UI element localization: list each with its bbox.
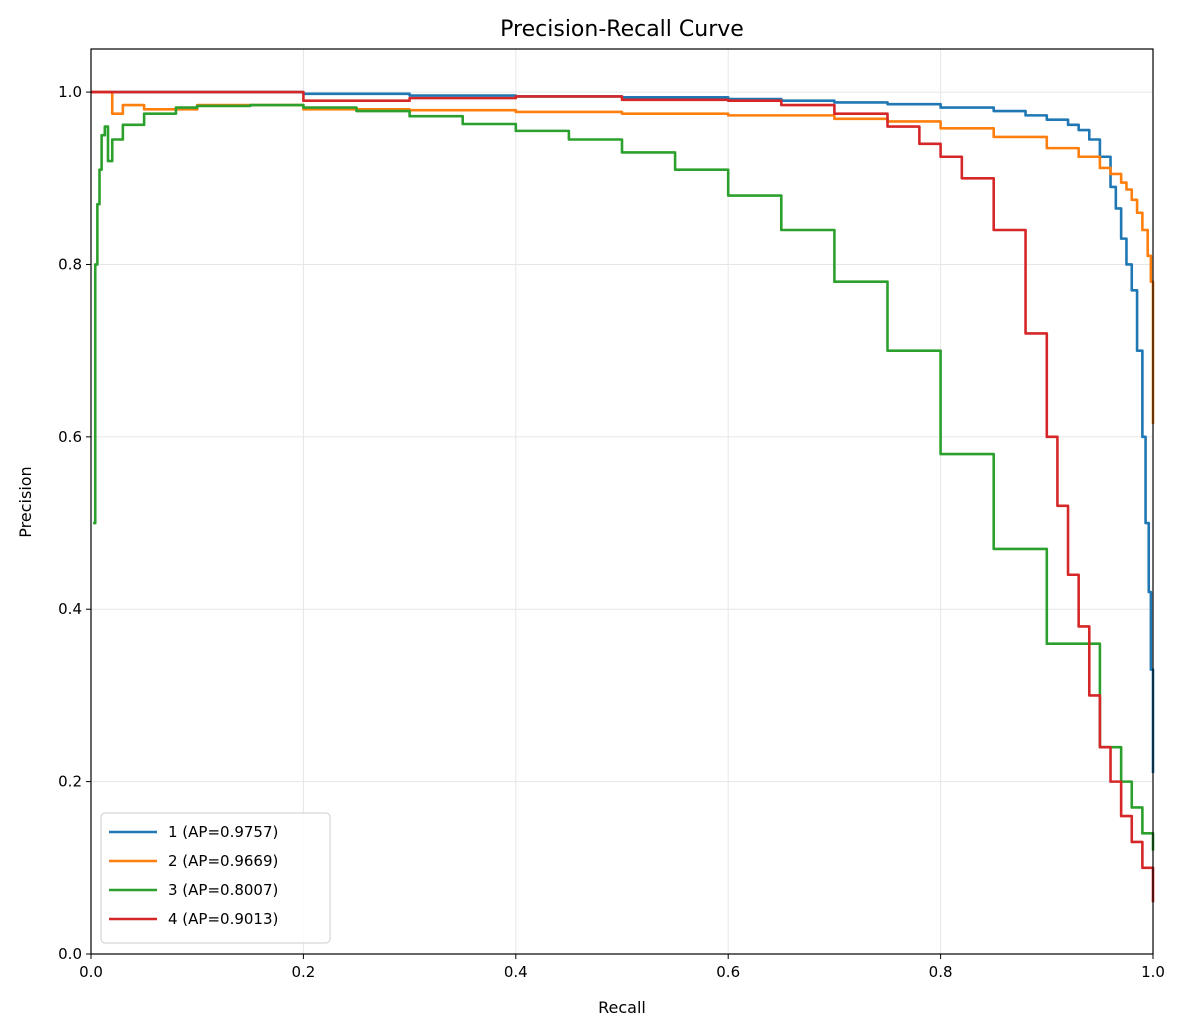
x-tick-label: 0.2	[291, 963, 315, 981]
y-axis-label: Precision	[16, 466, 35, 537]
x-tick-label: 0.4	[504, 963, 528, 981]
x-axis-label: Recall	[598, 998, 646, 1017]
legend: 1 (AP=0.9757) 2 (AP=0.9669) 3 (AP=0.8007) 4…	[100, 812, 331, 944]
x-tick-label: 0.8	[929, 963, 953, 981]
legend-label-3: 3 (AP=0.8007)	[168, 881, 278, 899]
legend-label-1: 1 (AP=0.9757)	[168, 823, 278, 841]
y-tick-label: 0.0	[58, 945, 82, 963]
grid-lines	[90, 49, 1154, 955]
y-tick-label: 0.6	[58, 428, 82, 446]
legend-label-2: 2 (AP=0.9669)	[168, 852, 278, 870]
series-line-3	[93, 103, 1155, 851]
legend-box	[100, 812, 331, 944]
series-lines	[91, 90, 1155, 903]
x-tick-label: 0.6	[716, 963, 740, 981]
y-tick-label: 0.8	[58, 255, 82, 273]
series-line-4	[91, 90, 1155, 903]
x-tick-label: 0.0	[79, 963, 103, 981]
plot-frame	[90, 48, 1154, 955]
legend-label-4: 4 (AP=0.9013)	[168, 910, 278, 928]
y-tick-label: 1.0	[58, 83, 82, 101]
y-tick-label: 0.4	[58, 600, 82, 618]
x-tick-label: 1.0	[1141, 963, 1165, 981]
y-tick-label: 0.2	[58, 773, 82, 791]
axis-ticks: 0.0 0.2 0.4 0.6 0.8 1.0 0.0 0.2 0.4 0.6 0.8 1.0	[58, 83, 1165, 981]
chart-title: Precision-Recall Curve	[500, 17, 744, 42]
